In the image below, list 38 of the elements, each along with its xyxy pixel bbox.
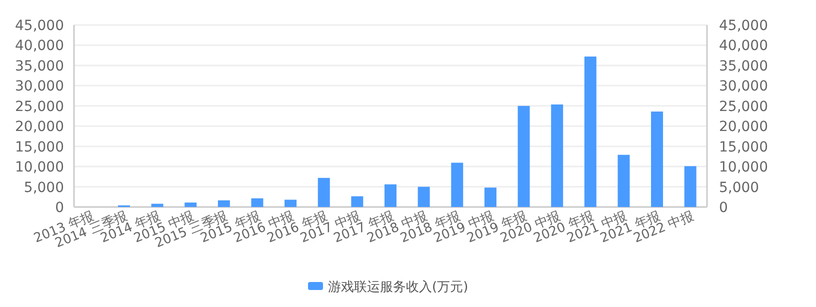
y-tick-label: 0 <box>55 200 64 216</box>
bar <box>684 166 696 207</box>
y-tick-label: 25,000 <box>15 98 64 115</box>
y2-tick-label: 0 <box>719 200 728 216</box>
bar <box>451 162 464 207</box>
y-tick-label: 10,000 <box>15 160 64 176</box>
legend-label: 游戏联运服务收入(万元) <box>328 280 468 295</box>
bar <box>651 112 664 207</box>
y-tick-label: 15,000 <box>15 139 64 156</box>
y-tick-label: 40,000 <box>15 38 64 54</box>
y-tick-label: 5,000 <box>24 180 64 196</box>
y2-tick-label: 5,000 <box>719 180 760 196</box>
y2-tick-label: 15,000 <box>719 139 768 156</box>
bar <box>318 178 330 207</box>
y2-tick-label: 10,000 <box>719 160 768 176</box>
y2-tick-label: 35,000 <box>719 58 768 74</box>
bar <box>218 200 230 207</box>
bar <box>551 104 564 207</box>
y-tick-label: 20,000 <box>15 119 64 136</box>
bar <box>584 56 596 207</box>
y-tick-label: 30,000 <box>15 78 64 95</box>
bar <box>351 196 364 207</box>
bar <box>518 106 530 207</box>
y2-tick-label: 25,000 <box>719 98 768 115</box>
bar <box>484 188 496 207</box>
bar <box>151 204 164 207</box>
bar <box>618 154 630 207</box>
y-tick-label: 45,000 <box>15 18 64 34</box>
bar <box>284 200 297 207</box>
y2-tick-label: 40,000 <box>719 38 768 54</box>
y2-tick-label: 45,000 <box>719 18 768 34</box>
y-tick-label: 35,000 <box>15 58 64 74</box>
bar <box>184 202 197 207</box>
bar <box>384 184 396 207</box>
y2-tick-label: 20,000 <box>719 119 768 136</box>
y2-tick-label: 30,000 <box>719 78 768 95</box>
bar <box>251 198 264 207</box>
bar <box>418 186 430 207</box>
